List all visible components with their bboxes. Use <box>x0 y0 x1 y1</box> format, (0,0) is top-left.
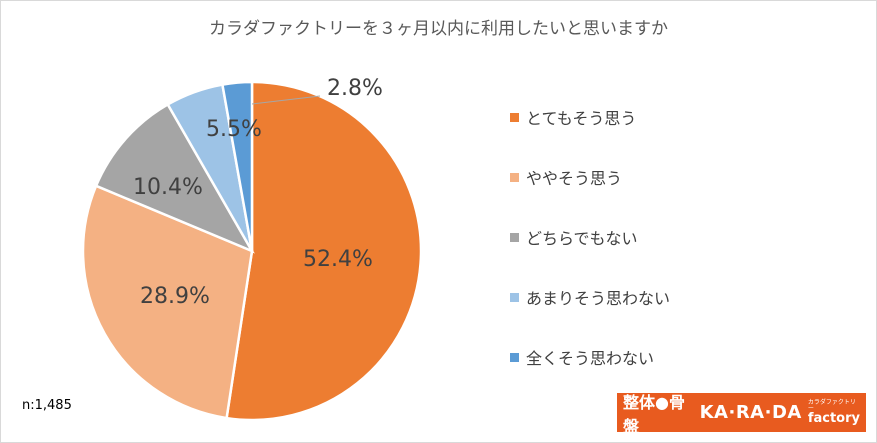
legend-swatch <box>510 292 519 302</box>
legend-swatch <box>510 232 519 242</box>
legend-item: あまりそう思わない <box>510 285 670 309</box>
legend-label: ややそう思う <box>526 169 623 188</box>
data-label: 5.5% <box>206 117 262 142</box>
leader-line <box>251 95 321 105</box>
logo-factory-text: factory <box>807 411 860 426</box>
legend-label: どちらでもない <box>526 229 638 248</box>
legend-item: どちらでもない <box>510 225 638 249</box>
logo-sub: カラダファクトリー factory <box>807 399 860 426</box>
legend-label: あまりそう思わない <box>526 289 671 308</box>
chart-title: カラダファクトリーを３ヶ月以内に利用したいと思いますか <box>209 19 668 39</box>
logo-en-text: KA·RA·DA <box>699 402 802 423</box>
pie-slice <box>220 80 254 252</box>
brand-logo: 整体●骨盤 KA·RA·DA カラダファクトリー factory <box>617 393 866 436</box>
logo-jp-text: 整体●骨盤 <box>623 392 685 436</box>
legend-swatch <box>510 112 519 122</box>
legend-item: ややそう思う <box>510 165 622 189</box>
legend-swatch <box>510 172 519 182</box>
data-label: 2.8% <box>327 76 383 101</box>
logo-kana-text: カラダファクトリー <box>807 399 856 412</box>
data-label: 10.4% <box>133 175 203 200</box>
legend-swatch <box>510 352 519 362</box>
legend-item: 全くそう思わない <box>510 345 654 369</box>
legend-label: とてもそう思う <box>526 109 637 128</box>
pie-slice <box>81 184 254 420</box>
pie-slice <box>94 102 255 254</box>
data-label: 52.4% <box>303 247 373 272</box>
data-label: 28.9% <box>140 284 210 309</box>
legend-label: 全くそう思わない <box>526 349 655 368</box>
sample-size-note: n:1,485 <box>22 398 72 413</box>
legend-item: とてもそう思う <box>510 105 636 129</box>
pie-slice <box>225 80 423 422</box>
